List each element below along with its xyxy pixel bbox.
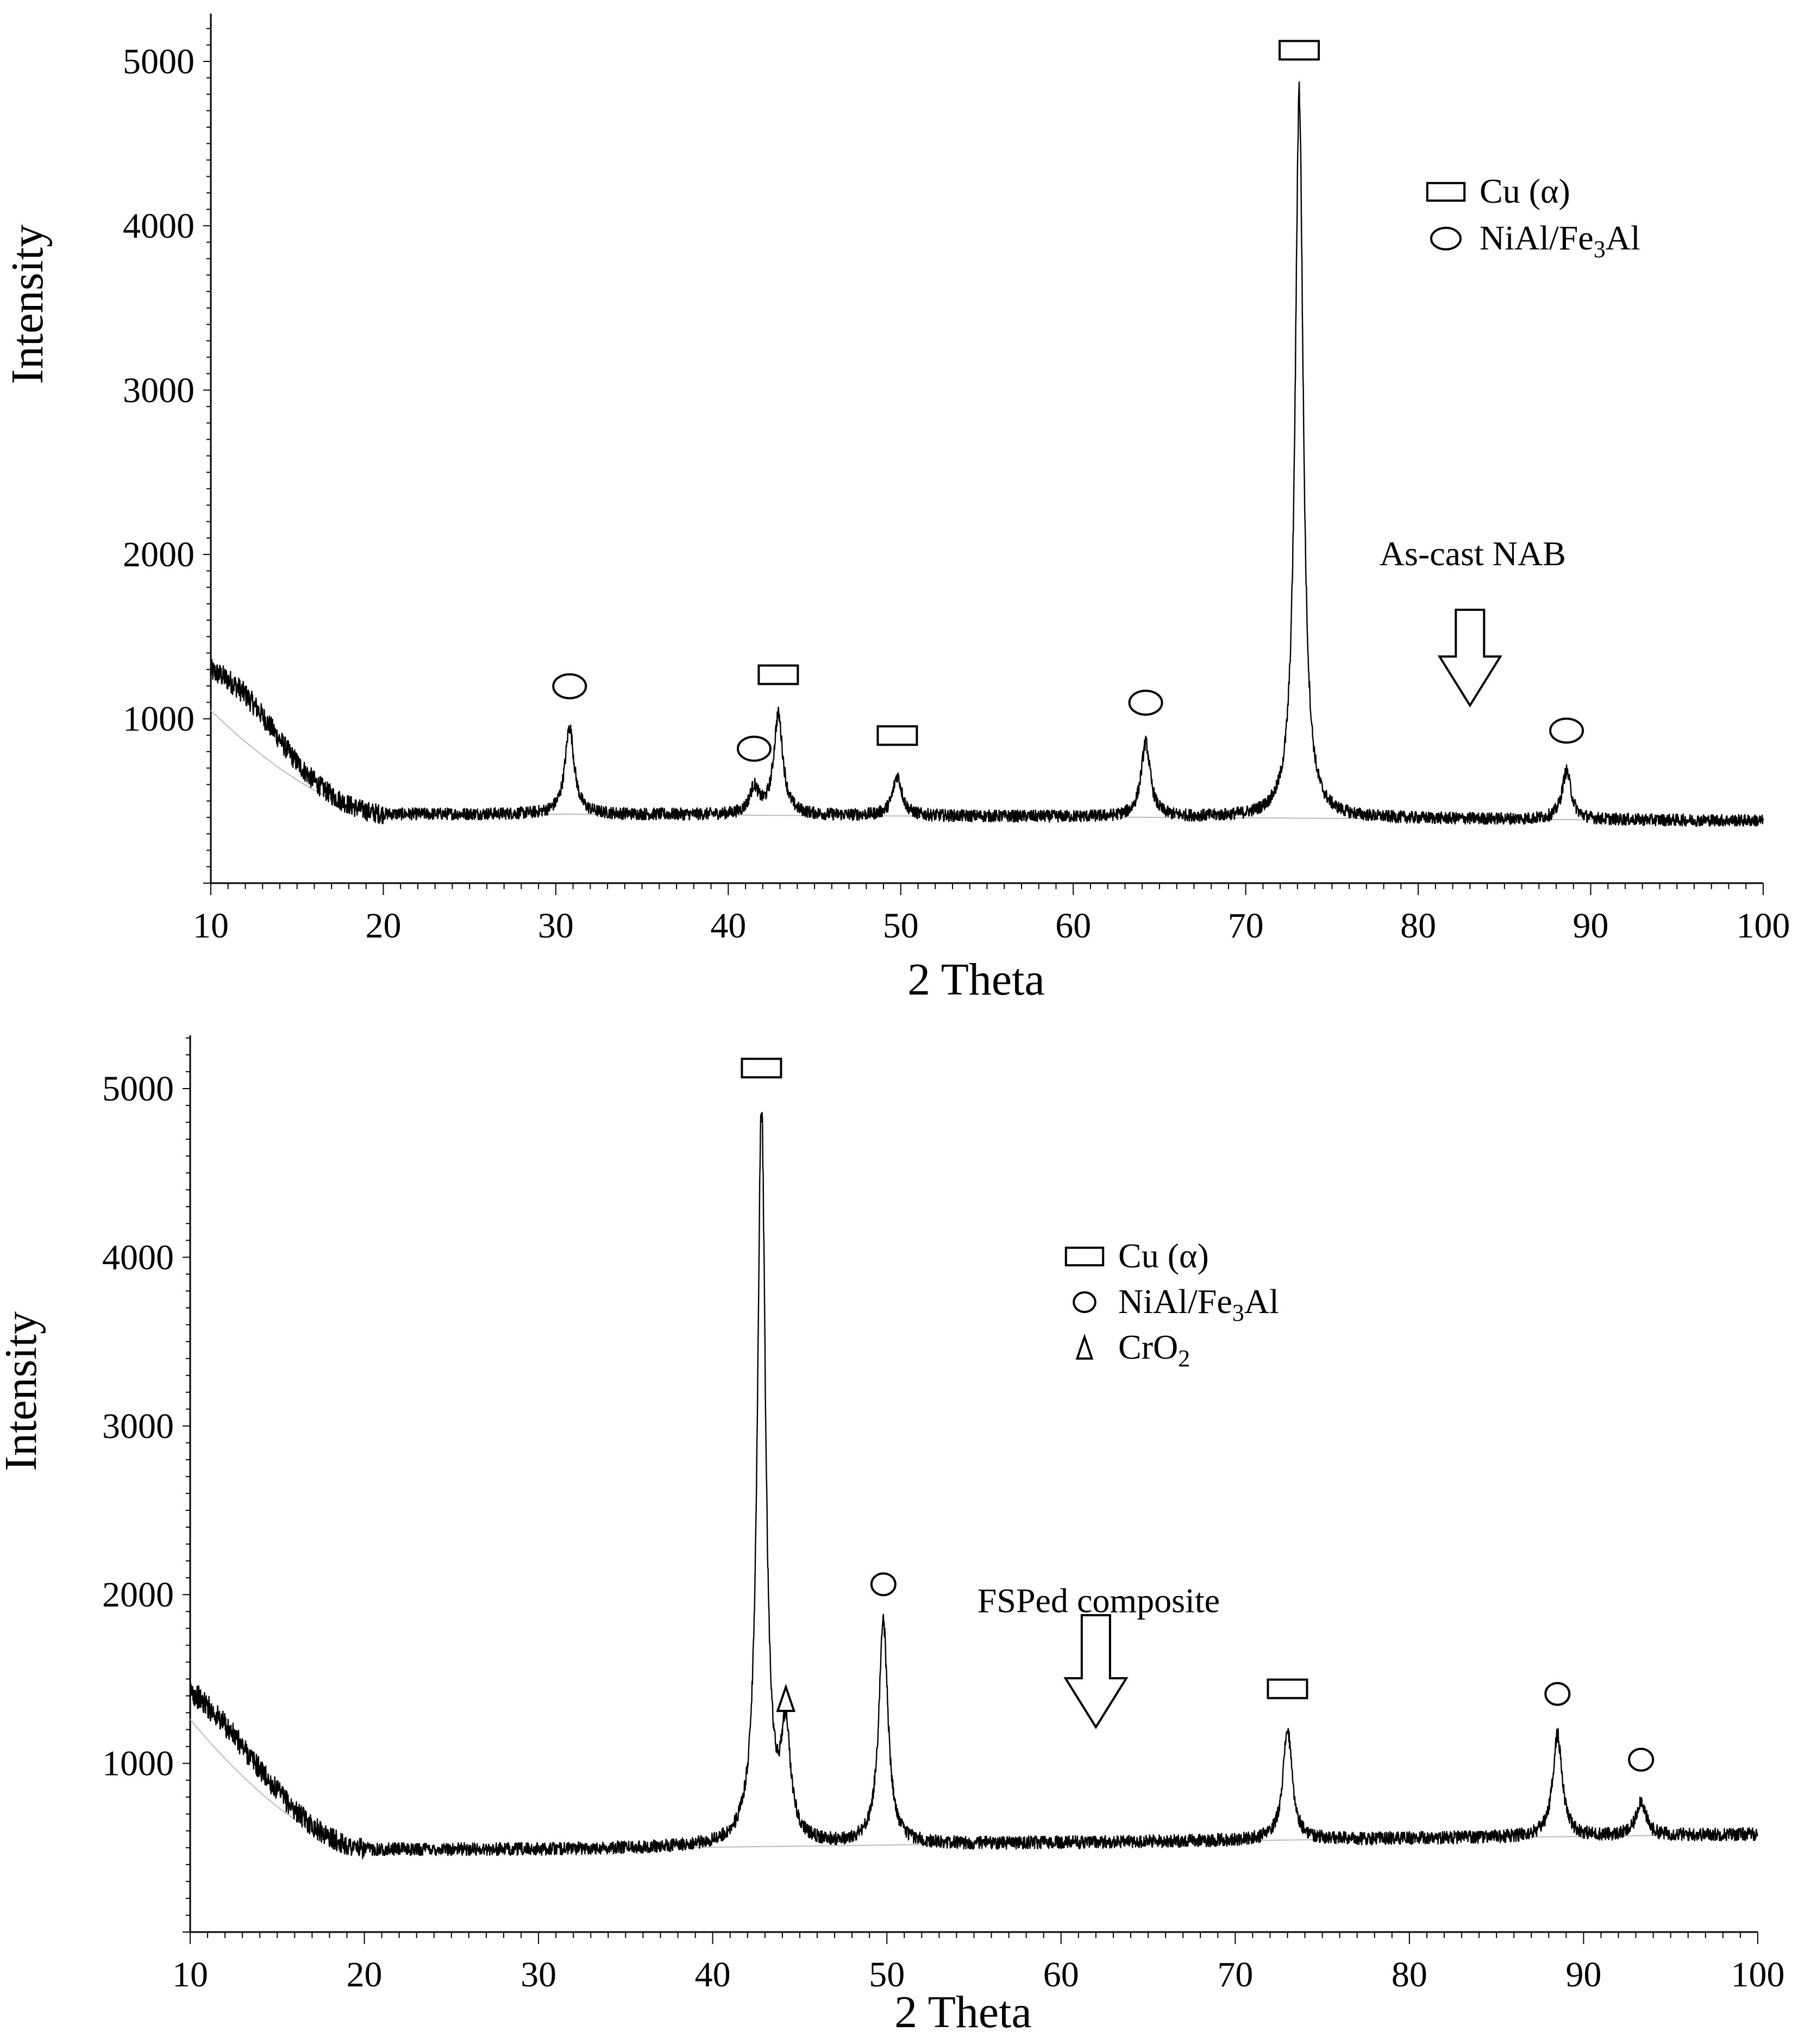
y-tick-label: 4000 [123,206,195,246]
x-tick-label: 30 [521,1955,556,1995]
y-tick-label: 5000 [102,1069,174,1109]
background-curve [210,710,1764,822]
y-tick-label: 1000 [102,1744,174,1784]
y-axis-title: Intensity [2,224,53,384]
x-tick-label: 70 [1217,1955,1253,1995]
peak-marker-ellipse [736,735,772,762]
sample-annotation: As-cast NAB [1380,534,1566,573]
x-tick-label: 20 [365,906,401,946]
x-axis-title: 2 Theta [907,954,1045,1005]
x-tick-label: 100 [1731,1955,1785,1995]
legend-symbol-rect [1426,182,1466,202]
peak-marker-circle [870,1572,897,1597]
x-tick-label: 70 [1228,906,1264,946]
legend-label: Cu (α) [1480,172,1570,210]
x-tick-label: 60 [1055,906,1091,946]
legend-label: CrO2 [1118,1328,1190,1372]
x-tick-label: 100 [1737,906,1790,946]
x-tick-label: 90 [1565,1955,1601,1995]
down-arrow-icon [1063,1614,1129,1729]
x-tick-label: 50 [869,1955,905,1995]
peak-marker-rect [741,1058,782,1079]
legend-symbol-triangle [1075,1334,1094,1360]
y-tick-label: 4000 [102,1237,174,1277]
peak-marker-ellipse [1128,689,1163,716]
x-tick-label: 50 [883,906,919,946]
x-tick-label: 10 [193,906,229,946]
x-tick-label: 60 [1043,1955,1079,1995]
peak-marker-rect [1279,40,1320,61]
y-tick-label: 5000 [123,42,195,82]
x-tick-label: 80 [1392,1955,1427,1995]
panel-fsped: 1000 2000 3000 4000 5000 10 20 30 40 50 60 70 80 90 10… [0,1035,1785,2037]
peak-marker-ellipse [552,673,587,699]
y-tick-label: 3000 [102,1407,174,1446]
legend-symbol-ellipse [1430,227,1462,251]
x-tick-label: 10 [172,1955,208,1995]
legend-label: NiAl/Fe3Al [1480,218,1640,262]
peak-marker-rect [1267,1678,1308,1699]
legend-symbol-rect [1064,1246,1105,1267]
legend-label: Cu (α) [1118,1236,1209,1275]
x-tick-label: 40 [710,906,746,946]
y-axis-title: Intensity [0,1311,46,1471]
x-axis-title: 2 Theta [894,1987,1032,2037]
panel-as-cast: 1000 2000 3000 4000 5000 10 20 30 40 50 60 70 80 90 10… [2,14,1790,1005]
sample-annotation: FSPed composite [977,1582,1220,1620]
xrd-pattern-line [210,81,1764,827]
y-tick-label: 2000 [102,1575,174,1615]
xrd-pattern-line [189,1112,1759,1859]
legend-symbol-circle [1073,1291,1096,1313]
x-tick-label: 40 [695,1955,731,1995]
peak-marker-rect [876,725,918,746]
x-tick-label: 20 [347,1955,383,1995]
peak-marker-triangle [776,1683,796,1712]
y-tick-label: 3000 [123,371,195,410]
peak-marker-ellipse [1549,717,1584,744]
x-tick-label: 80 [1400,906,1436,946]
down-arrow-icon [1437,609,1502,708]
x-tick-label: 90 [1573,906,1609,946]
peak-marker-circle [1628,1747,1655,1772]
y-tick-label: 2000 [123,535,195,574]
peak-marker-circle [1544,1682,1571,1706]
legend-label: NiAl/Fe3Al [1118,1282,1279,1326]
x-tick-label: 30 [538,906,574,946]
y-tick-label: 1000 [123,699,195,739]
peak-marker-rect [757,664,799,685]
